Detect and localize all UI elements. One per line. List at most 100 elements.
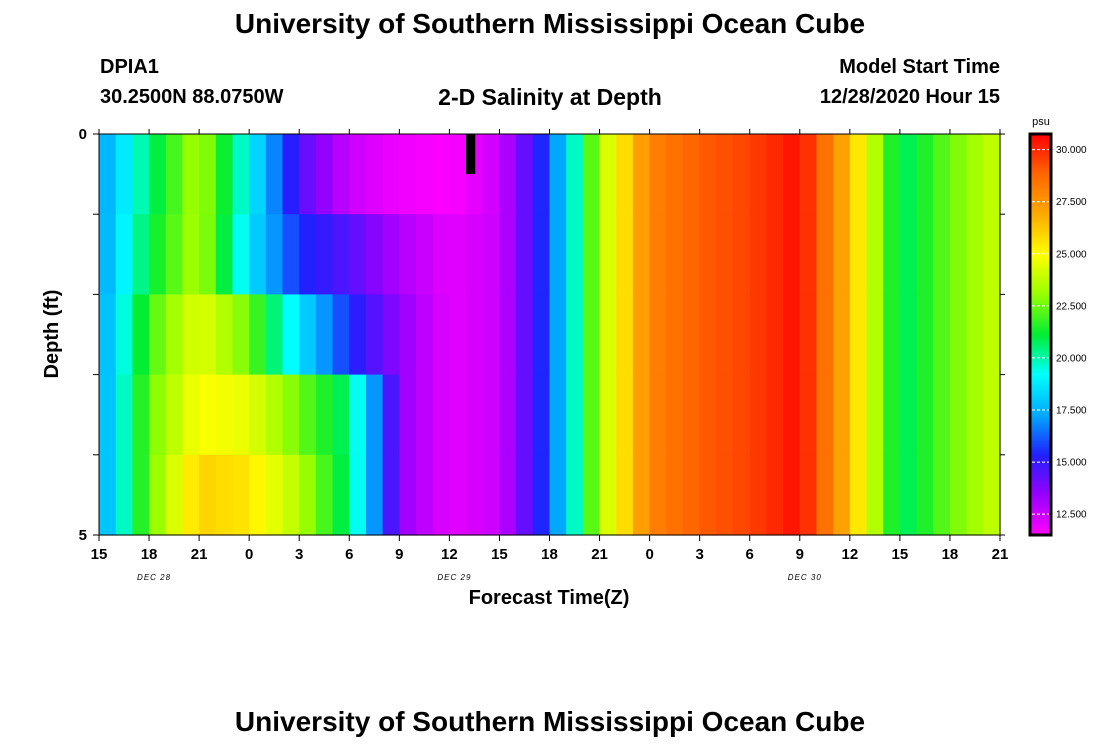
heatmap-cell bbox=[749, 294, 768, 376]
heatmap-cell bbox=[799, 134, 818, 215]
heatmap-cell bbox=[883, 454, 901, 536]
x-tick-label: 0 bbox=[245, 546, 253, 563]
heatmap-cell bbox=[599, 374, 617, 456]
heatmap-cell bbox=[249, 294, 267, 376]
heatmap-cell bbox=[866, 134, 884, 215]
heatmap-cell bbox=[616, 294, 634, 376]
colorbar-tick-label: 17.500 bbox=[1056, 406, 1087, 417]
heatmap-cell bbox=[849, 454, 868, 536]
heatmap-cell bbox=[582, 454, 601, 536]
heatmap-cell bbox=[883, 294, 901, 376]
model-start-label: Model Start Time bbox=[839, 56, 1000, 78]
heatmap-cell bbox=[716, 374, 734, 456]
heatmap-cell bbox=[649, 374, 667, 456]
heatmap-cell bbox=[699, 214, 717, 295]
station-id: DPIA1 bbox=[100, 56, 159, 78]
heatmap-cell bbox=[149, 134, 167, 215]
heatmap-cell bbox=[949, 214, 968, 295]
y-tick-label: 5 bbox=[79, 527, 87, 544]
heatmap-cell bbox=[182, 454, 200, 536]
footer-title: University of Southern Mississippi Ocean… bbox=[234, 706, 866, 737]
x-tick-label: 18 bbox=[541, 546, 558, 563]
page-title: University of Southern Mississippi Ocean… bbox=[234, 8, 866, 39]
heatmap-cell bbox=[215, 294, 234, 376]
x-tick-label: 6 bbox=[345, 546, 353, 563]
heatmap-cell bbox=[432, 214, 450, 295]
heatmap-cell bbox=[949, 374, 968, 456]
heatmap-cells bbox=[99, 134, 1001, 536]
heatmap-cell bbox=[249, 134, 267, 215]
heatmap-cell bbox=[149, 454, 167, 536]
heatmap-cell bbox=[849, 214, 868, 295]
heatmap-cell bbox=[215, 454, 234, 536]
heatmap-cell bbox=[532, 214, 551, 295]
colorbar: psu 12.500 15.000 17.500 20.000 22.500 25.000… bbox=[1028, 116, 1087, 537]
heatmap-cell bbox=[632, 374, 651, 456]
heatmap-cell bbox=[866, 454, 884, 536]
heatmap-cell bbox=[699, 294, 717, 376]
heatmap-cell bbox=[249, 214, 267, 295]
heatmap-cell bbox=[933, 214, 951, 295]
heatmap-cell bbox=[799, 214, 818, 295]
heatmap-cell bbox=[416, 374, 434, 456]
heatmap-cell bbox=[149, 374, 167, 456]
heatmap-cell bbox=[766, 214, 784, 295]
x-tick-label: 15 bbox=[91, 546, 108, 563]
x-tick-label: 21 bbox=[191, 546, 208, 563]
heatmap-cell bbox=[649, 214, 667, 295]
heatmap-cell bbox=[549, 454, 567, 536]
heatmap-cell bbox=[232, 134, 250, 215]
heatmap-cell bbox=[766, 294, 784, 376]
heatmap-cell bbox=[649, 454, 667, 536]
heatmap-cell bbox=[849, 134, 868, 215]
heatmap-cell bbox=[332, 454, 350, 536]
heatmap-cell bbox=[783, 374, 801, 456]
heatmap-cell bbox=[115, 134, 133, 215]
heatmap-cell bbox=[616, 134, 634, 215]
heatmap-cell bbox=[215, 214, 234, 295]
heatmap-cell bbox=[649, 134, 667, 215]
heatmap-cell bbox=[749, 214, 768, 295]
heatmap-cell bbox=[165, 134, 184, 215]
x-tick-label: 6 bbox=[746, 546, 754, 563]
heatmap-cell bbox=[232, 214, 250, 295]
heatmap-cell bbox=[599, 134, 617, 215]
heatmap-cell bbox=[883, 214, 901, 295]
heatmap-cell bbox=[299, 374, 317, 456]
heatmap-cell bbox=[866, 374, 884, 456]
heatmap-cell bbox=[532, 374, 551, 456]
heatmap-cell bbox=[883, 374, 901, 456]
colorbar-tick-label: 27.500 bbox=[1056, 197, 1087, 208]
heatmap-cell bbox=[99, 134, 117, 215]
heatmap-cell bbox=[599, 214, 617, 295]
heatmap-cell bbox=[399, 374, 417, 456]
heatmap-cell bbox=[799, 294, 818, 376]
heatmap-cell bbox=[115, 214, 133, 295]
chart-title: 2-D Salinity at Depth bbox=[438, 84, 662, 110]
heatmap-cell bbox=[983, 294, 1001, 376]
heatmap-cell bbox=[299, 214, 317, 295]
heatmap-cell bbox=[482, 214, 501, 295]
x-tick-label: 21 bbox=[992, 546, 1009, 563]
heatmap-cell bbox=[299, 294, 317, 376]
heatmap-cell bbox=[149, 294, 167, 376]
heatmap-cell bbox=[616, 374, 634, 456]
heatmap-cell bbox=[966, 374, 984, 456]
heatmap-cell bbox=[349, 294, 367, 376]
heatmap-cell bbox=[783, 134, 801, 215]
colorbar-unit: psu bbox=[1032, 116, 1050, 128]
heatmap-cell bbox=[499, 374, 517, 456]
heatmap-cell bbox=[733, 374, 751, 456]
y-axis-label: Depth (ft) bbox=[41, 290, 63, 379]
heatmap-cell bbox=[532, 294, 551, 376]
heatmap-cell bbox=[883, 134, 901, 215]
heatmap-cell bbox=[365, 374, 384, 456]
x-tick-label: 15 bbox=[491, 546, 508, 563]
heatmap-cell bbox=[382, 214, 400, 295]
heatmap-cell bbox=[332, 134, 350, 215]
x-tick-label: 12 bbox=[441, 546, 458, 563]
heatmap-cell bbox=[516, 134, 534, 215]
heatmap-cell bbox=[132, 134, 150, 215]
heatmap-cell bbox=[949, 134, 968, 215]
heatmap-cell bbox=[899, 134, 918, 215]
